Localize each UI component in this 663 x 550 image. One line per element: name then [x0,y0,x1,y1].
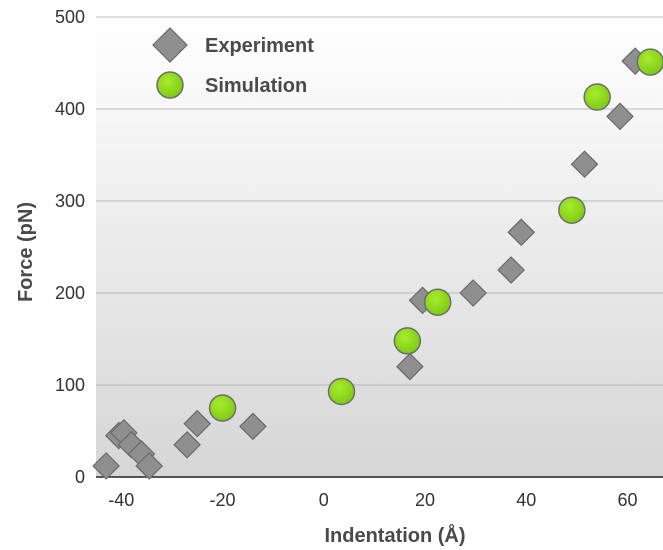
experiment-point [92,452,120,480]
y-tick-label: 400 [55,99,85,119]
x-tick-label: -40 [108,490,134,510]
y-tick-label: 500 [55,7,85,27]
x-tick-label: 60 [618,490,638,510]
x-axis-title: Indentation (Å) [324,523,465,547]
simulation-point [636,48,663,76]
x-tick-label: -20 [210,490,236,510]
experiment-point [507,218,536,247]
simulation-point [393,327,422,355]
experiment-point [497,256,525,284]
simulation-point [558,196,586,224]
y-axis-title: Force (pN) [15,202,37,302]
experiment-point [570,150,599,179]
x-tick-label: 20 [415,490,435,510]
experiment-point [173,430,201,459]
legend-circle-icon [156,71,184,99]
y-tick-label: 0 [75,467,85,487]
x-tick-label: 40 [516,490,536,510]
simulation-point [208,394,237,422]
experiment-point [606,102,634,131]
y-tick-labels: 0 100 200 300 400 500 [55,7,85,487]
series-experiment [92,47,650,480]
experiment-point [239,412,267,441]
legend: Experiment Simulation [152,27,314,99]
legend-diamond-icon [152,27,188,63]
y-tick-label: 100 [55,375,85,395]
experiment-point [396,352,424,381]
x-tick-label: 0 [319,490,329,510]
series-simulation [208,48,663,422]
legend-label-simulation: Simulation [205,75,307,97]
plot-background [96,17,663,477]
simulation-point [327,377,356,406]
legend-label-experiment: Experiment [205,35,314,57]
y-tick-label: 200 [55,283,85,303]
experiment-point [459,279,488,307]
experiment-point [183,409,212,438]
experiment-point [135,452,164,480]
simulation-point [423,288,452,316]
y-tick-label: 300 [55,191,85,211]
x-tick-labels: -40 -20 0 20 40 60 [108,490,637,510]
simulation-point [583,83,611,111]
